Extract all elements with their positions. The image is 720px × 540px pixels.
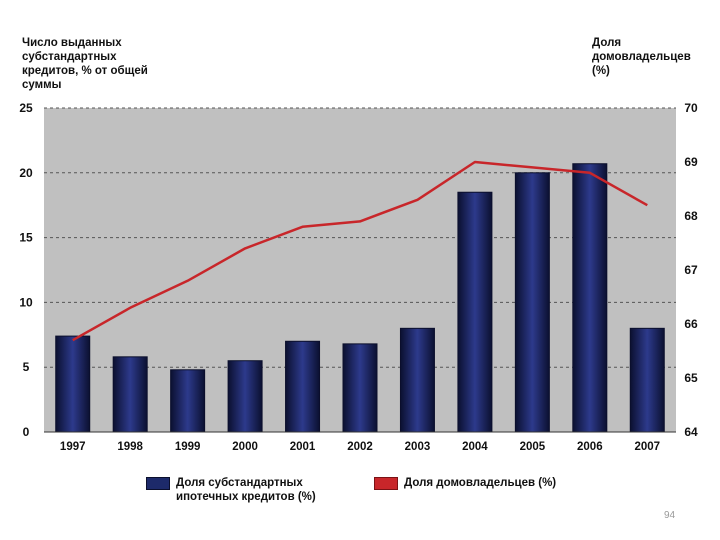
legend-line-swatch [374,477,398,490]
bar-2002 [342,343,378,433]
x-tick-label: 2007 [634,441,660,453]
y-left-tick-label: 5 [23,360,30,374]
y-left-tick-label: 0 [23,425,30,439]
x-tick-label: 2003 [405,441,431,453]
y-right-tick-label: 67 [684,263,698,277]
bar-2000 [227,360,263,433]
y-left-tick-label: 10 [19,295,33,309]
x-tick-label: 2006 [577,441,603,453]
bar-2003 [399,327,435,433]
legend-item-bar: Доля субстандартных ипотечных кредитов (… [146,476,346,506]
x-tick-label: 2001 [290,441,316,453]
x-tick-label: 1999 [175,441,201,453]
legend-item-line: Доля домовладельцев (%) [374,476,574,492]
x-tick-label: 2005 [520,441,546,453]
y-right-tick-label: 68 [684,209,698,223]
y-left-tick-label: 20 [19,166,33,180]
y-right-tick-label: 66 [684,317,698,331]
legend-line-label: Доля домовладельцев (%) [404,477,557,489]
x-tick-label: 2004 [462,441,488,453]
bar-2005 [514,172,550,433]
y-right-tick-label: 65 [684,371,698,385]
y-right-tick-label: 70 [684,101,698,115]
legend-bar-label: Доля субстандартных ипотечных кредитов (… [176,477,316,503]
y-right-tick-label: 64 [684,425,698,439]
x-tick-label: 2002 [347,441,373,453]
bar-2004 [457,191,493,433]
bar-2007 [629,327,665,433]
bar-1999 [170,369,206,433]
bar-2006 [572,163,608,433]
page-number: 94 [664,510,676,521]
x-tick-label: 1998 [117,441,143,453]
left-axis-title: Число выданных субстандартных кредитов, … [22,37,148,91]
right-axis-title: Доля домовладельцев (%) [592,37,691,77]
bar-1997 [55,335,91,433]
series-line-homeowners [72,160,648,342]
y-left-tick-label: 15 [19,231,33,245]
bar-2001 [285,340,321,433]
bar-1998 [112,356,148,433]
y-left-tick-label: 25 [19,101,33,115]
x-tick-label: 1997 [60,441,86,453]
legend-bar-swatch [146,477,170,490]
x-tick-label: 2000 [232,441,258,453]
y-right-tick-label: 69 [684,155,698,169]
